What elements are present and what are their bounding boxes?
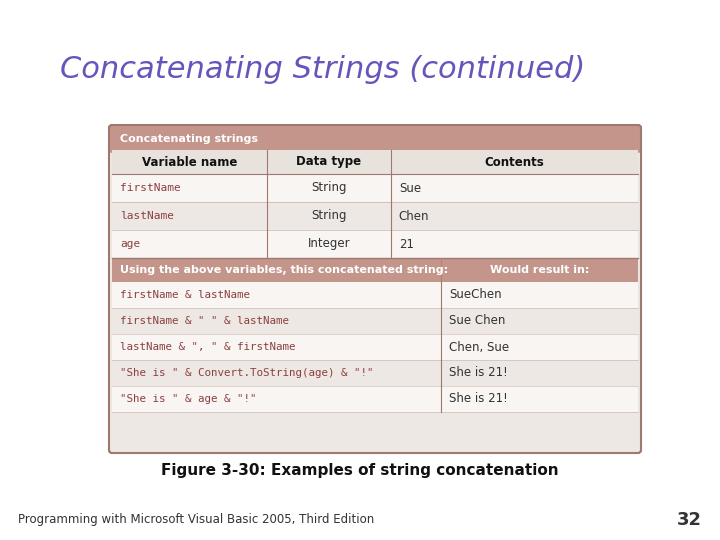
Text: SueChen: SueChen (449, 288, 501, 301)
Text: Figure 3-30: Examples of string concatenation: Figure 3-30: Examples of string concaten… (161, 462, 559, 477)
Text: 21: 21 (399, 238, 414, 251)
FancyBboxPatch shape (109, 125, 641, 453)
Text: She is 21!: She is 21! (449, 393, 508, 406)
Text: She is 21!: She is 21! (449, 367, 508, 380)
Text: firstName & lastName: firstName & lastName (120, 290, 250, 300)
Text: "She is " & age & "!": "She is " & age & "!" (120, 394, 256, 404)
Text: age: age (120, 239, 140, 249)
Bar (112, 360, 638, 386)
Text: Chen: Chen (399, 210, 429, 222)
Bar (112, 282, 638, 308)
Text: lastName & ", " & firstName: lastName & ", " & firstName (120, 342, 295, 352)
Text: Sue Chen: Sue Chen (449, 314, 505, 327)
FancyBboxPatch shape (109, 125, 641, 153)
Text: Would result in:: Would result in: (490, 265, 589, 275)
Bar (112, 202, 638, 230)
Text: String: String (311, 210, 347, 222)
Text: Contents: Contents (485, 156, 544, 168)
Bar (112, 308, 638, 334)
Bar (112, 230, 638, 258)
Text: lastName: lastName (120, 211, 174, 221)
Text: firstName & " " & lastName: firstName & " " & lastName (120, 316, 289, 326)
Bar (112, 150, 638, 174)
Text: "She is " & Convert.ToString(age) & "!": "She is " & Convert.ToString(age) & "!" (120, 368, 374, 378)
Text: Concatenating strings: Concatenating strings (120, 134, 258, 144)
Text: 32: 32 (677, 511, 702, 529)
Text: Data type: Data type (297, 156, 361, 168)
Bar (112, 174, 638, 202)
Text: firstName: firstName (120, 183, 181, 193)
Bar (112, 258, 638, 282)
Bar (112, 386, 638, 412)
Text: Concatenating Strings (continued): Concatenating Strings (continued) (60, 56, 585, 84)
Text: Chen, Sue: Chen, Sue (449, 341, 509, 354)
Text: String: String (311, 181, 347, 194)
Text: Programming with Microsoft Visual Basic 2005, Third Edition: Programming with Microsoft Visual Basic … (18, 514, 374, 526)
Text: Using the above variables, this concatenated string:: Using the above variables, this concaten… (120, 265, 448, 275)
Text: Integer: Integer (307, 238, 351, 251)
Bar (112, 334, 638, 360)
Text: Sue: Sue (399, 181, 421, 194)
Text: Variable name: Variable name (142, 156, 238, 168)
